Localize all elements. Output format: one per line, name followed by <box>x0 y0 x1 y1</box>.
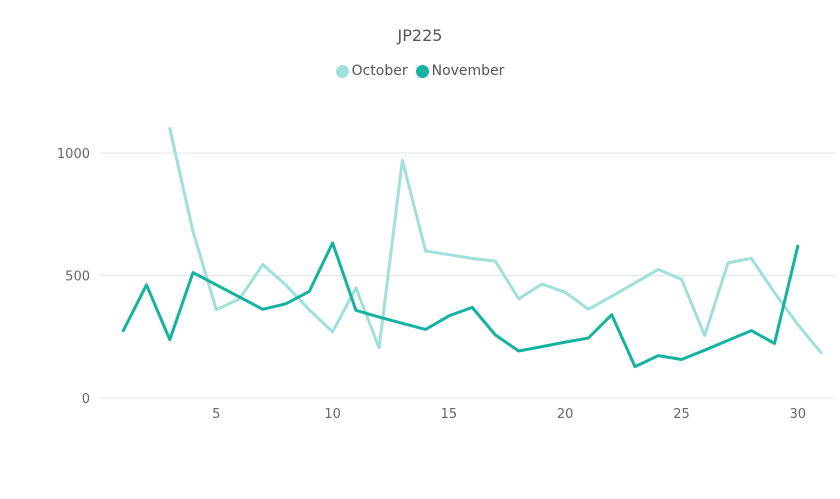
chart-title: JP225 <box>397 26 443 45</box>
legend-swatch-november <box>415 64 429 78</box>
y-tick-label-1000: 1000 <box>57 147 90 162</box>
x-tick-label-20: 20 <box>557 407 574 422</box>
x-tick-label-25: 25 <box>673 407 690 422</box>
x-tick-label-15: 15 <box>441 407 458 422</box>
legend-item-november[interactable]: November <box>415 63 505 79</box>
series-line-november[interactable] <box>121 241 800 369</box>
legend-label-november: November <box>431 63 505 79</box>
x-tick-label-10: 10 <box>324 407 341 422</box>
series-october <box>168 127 823 355</box>
legend-label-october: October <box>351 63 408 79</box>
x-tick-label-30: 30 <box>790 407 807 422</box>
legend-item-october[interactable]: October <box>335 63 408 79</box>
legend: October November <box>0 63 840 79</box>
series-line-october[interactable] <box>168 127 823 355</box>
y-tick-label-500: 500 <box>65 270 90 285</box>
legend-swatch-october <box>335 64 349 78</box>
x-tick-label-5: 5 <box>212 407 220 422</box>
y-tick-label-0: 0 <box>82 392 90 407</box>
series-november <box>121 241 800 369</box>
